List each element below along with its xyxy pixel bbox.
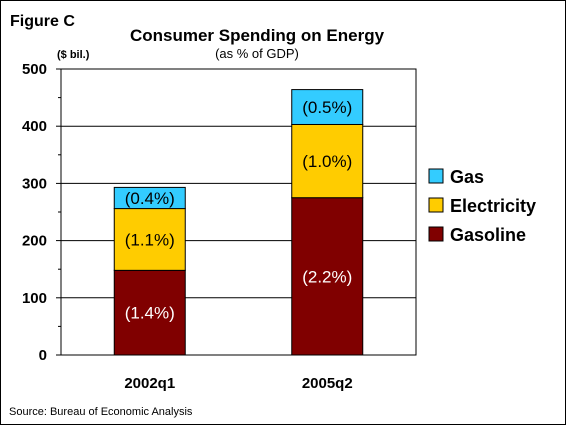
chart-title: Consumer Spending on Energy (130, 26, 385, 45)
bar-segment-gasoline (113, 269, 186, 356)
legend-swatch-electricity (428, 197, 444, 213)
y-tick-label: 0 (39, 347, 47, 364)
figure-label: Figure C (10, 13, 75, 30)
bar-data-label: (2.2%) (302, 267, 352, 286)
y-tick-label: 500 (22, 61, 47, 78)
y-tick-label: 300 (22, 175, 47, 192)
bar-segment-gas (113, 186, 186, 210)
bar-data-label: (0.5%) (302, 98, 352, 117)
bar-data-label: (1.0%) (302, 152, 352, 171)
legend-label: Gas (450, 167, 484, 187)
legend: Gas Electricity Gasoline (428, 167, 536, 245)
y-tick-label: 100 (22, 290, 47, 307)
bar-segment-electricity (291, 123, 364, 199)
y-tick-label: 400 (22, 118, 47, 135)
bars: (1.4%) (1.1%) (0.4%) (2.2%) (1.0%) (0.5%) (113, 89, 364, 356)
bar-data-label: (1.1%) (125, 230, 175, 249)
legend-swatch-gas (428, 168, 444, 184)
x-tick-label: 2005q2 (302, 375, 353, 392)
bar-data-label: (1.4%) (125, 304, 175, 323)
y-axis: 0 100 200 300 400 500 (22, 61, 62, 364)
legend-label: Electricity (450, 196, 536, 216)
chart-subtitle: (as % of GDP) (215, 46, 299, 61)
x-tick-label: 2002q1 (124, 375, 175, 392)
source-note: Source: Bureau of Economic Analysis (9, 406, 193, 418)
legend-label: Gasoline (450, 225, 526, 245)
bar-segment-gasoline (291, 197, 364, 356)
bar-segment-gas (291, 89, 364, 125)
x-axis: 2002q1 2005q2 (124, 375, 352, 392)
y-tick-label: 200 (22, 233, 47, 250)
legend-swatch-gasoline (428, 226, 444, 242)
bar-data-label: (0.4%) (125, 189, 175, 208)
bar-segment-electricity (113, 208, 186, 271)
y-units-label: ($ bil.) (57, 49, 90, 61)
